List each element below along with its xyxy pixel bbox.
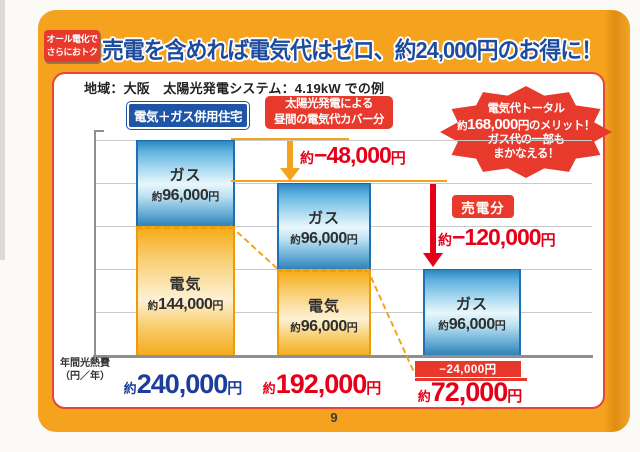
bar1-gas-name: ガス <box>169 166 202 184</box>
housing-type-badge: 電気＋ガス併用住宅 <box>127 102 249 129</box>
y-axis-top-tick <box>94 130 104 132</box>
burst-line4: まかなえる！ <box>493 147 559 160</box>
negative-24000-band: −24,000円 <box>415 361 521 377</box>
bar2-gas-segment: ガス 約96,000円 <box>277 183 371 270</box>
page-title: 売電を含めれば電気代はゼロ、約24,000円のお得に！ <box>102 37 603 63</box>
bar2-gas-name: ガス <box>307 209 340 227</box>
bar1-electric-name: 電気 <box>169 276 202 293</box>
red-down-arrow-shaft <box>430 184 436 254</box>
bar3-total: 約72,000円 <box>417 377 523 407</box>
bar3-gas-value: 約96,000円 <box>438 315 506 333</box>
bar2-total: 約192,000円 <box>262 369 382 399</box>
bar1-gas-segment: ガス 約96,000円 <box>136 140 235 227</box>
bar1-total: 約240,000円 <box>123 369 243 399</box>
page-curl-shading <box>604 10 630 432</box>
savings-48000-label: 約−48,000円 <box>300 142 406 168</box>
bar2-electric-value: 約96,000円 <box>290 317 358 335</box>
page-number: 9 <box>330 410 338 425</box>
level-line-192000 <box>231 180 447 182</box>
bar1-gas-value: 約96,000円 <box>151 186 220 204</box>
bar3-gas-name: ガス <box>455 295 488 313</box>
level-line-240000 <box>231 138 349 140</box>
x-axis-baseline <box>93 355 593 358</box>
bar2-gas-value: 約96,000円 <box>290 229 358 247</box>
red-down-arrow-head <box>423 253 443 267</box>
region-system-subtitle: 地域：大阪 太陽光発電システム：4.19kW での例 <box>84 81 385 96</box>
bar1-electric-value: 約144,000円 <box>147 296 224 313</box>
burst-line1: 電気代トータル <box>487 102 566 115</box>
badge-line1: オール電化で <box>46 33 98 44</box>
solar-cover-callout: 太陽光発電による 昼間の電気代カバー分 <box>265 96 393 129</box>
y-axis-label: 年間光熱費 （円／年） <box>60 358 110 382</box>
callout-line2: 昼間の電気代カバー分 <box>274 113 385 126</box>
burst-line2: 約168,000円のメリット！ <box>457 116 595 134</box>
negative-24000-underline <box>415 378 527 381</box>
bar1-electric-segment: 電気 約144,000円 <box>136 226 235 358</box>
orange-down-arrow-head <box>280 168 300 181</box>
badge-line2: さらにおトク <box>46 47 98 57</box>
y-axis-line <box>94 130 96 357</box>
orange-down-arrow-shaft <box>287 141 293 169</box>
gridline-192000 <box>95 140 592 141</box>
callout-line1: 太陽光発電による <box>285 97 373 110</box>
bar2-electric-segment: 電気 約96,000円 <box>277 269 371 358</box>
bar3-gas-segment: ガス 約96,000円 <box>423 269 521 356</box>
bar2-electric-name: 電気 <box>307 297 340 315</box>
savings-120000-label: 約−120,000円 <box>438 224 556 250</box>
all-denka-badge: オール電化で さらにおトク <box>44 30 100 62</box>
sold-power-badge: 売電分 <box>452 195 514 218</box>
